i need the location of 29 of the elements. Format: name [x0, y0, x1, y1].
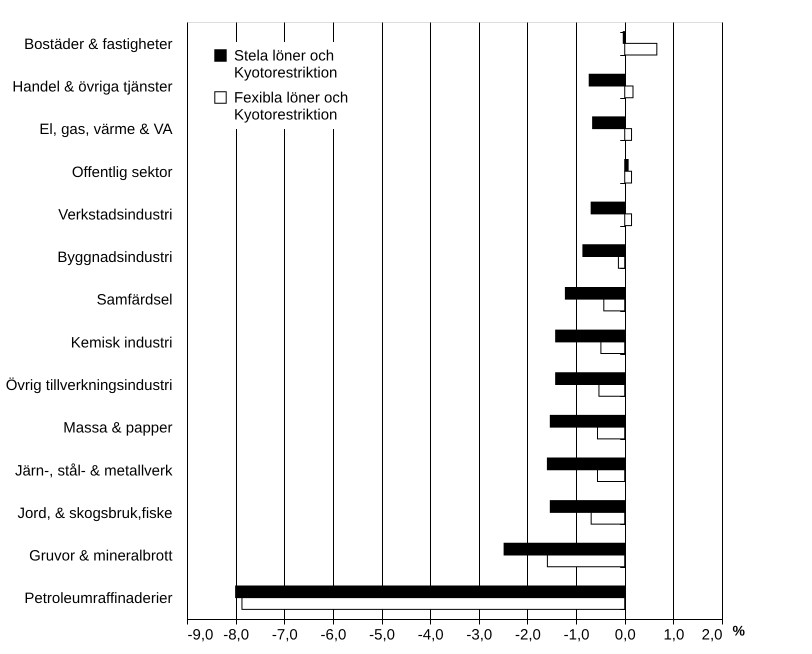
x-axis-title: %	[732, 622, 746, 638]
y-tick-label: Jord, & skogsbruk,fiske	[17, 504, 172, 522]
y-tick-label: Petroleumraffinaderier	[24, 590, 172, 608]
legend-label: Stela löner och Kyotorestriktion	[234, 48, 338, 82]
y-tick-label: Massa & papper	[63, 420, 172, 437]
x-tick-label: -9,0	[188, 626, 214, 644]
y-tick-label: Samfärdsel	[96, 292, 172, 309]
y-tick-label: Övrig tillverkningsindustri	[6, 376, 172, 394]
legend-label: Fexibla löner och Kyotorestriktion	[234, 90, 348, 124]
x-tick-label: 2,0	[702, 626, 722, 644]
y-tick-label: Bostäder & fastigheter	[24, 36, 172, 53]
y-tick-label: Gruvor & mineralbrott	[29, 548, 174, 565]
y-tick-label: El, gas, värme & VA	[39, 121, 172, 138]
x-tick-label: -2,0	[515, 626, 541, 644]
x-tick-label: -1,0	[564, 626, 590, 644]
x-tick-label: -7,0	[272, 626, 298, 644]
x-tick-label: -3,0	[466, 626, 492, 644]
y-tick-label: Byggnadsindustri	[57, 249, 172, 266]
y-tick-label: Handel & övriga tjänster	[12, 78, 172, 96]
y-tick-label: Verkstadsindustri	[58, 206, 172, 224]
x-tick-label: -8,0	[223, 626, 250, 644]
y-tick-label: Offentlig sektor	[72, 164, 172, 181]
x-tick-label: 0,0	[614, 626, 636, 644]
y-tick-label: Järn-, stål- & metallverk	[14, 462, 173, 480]
x-tick-label: -6,0	[320, 626, 346, 644]
x-tick-label: 1,0	[663, 626, 684, 644]
x-tick-label: -4,0	[418, 626, 444, 644]
y-tick-label: Kemisk industri	[70, 334, 172, 352]
x-tick-label: -5,0	[369, 626, 395, 644]
